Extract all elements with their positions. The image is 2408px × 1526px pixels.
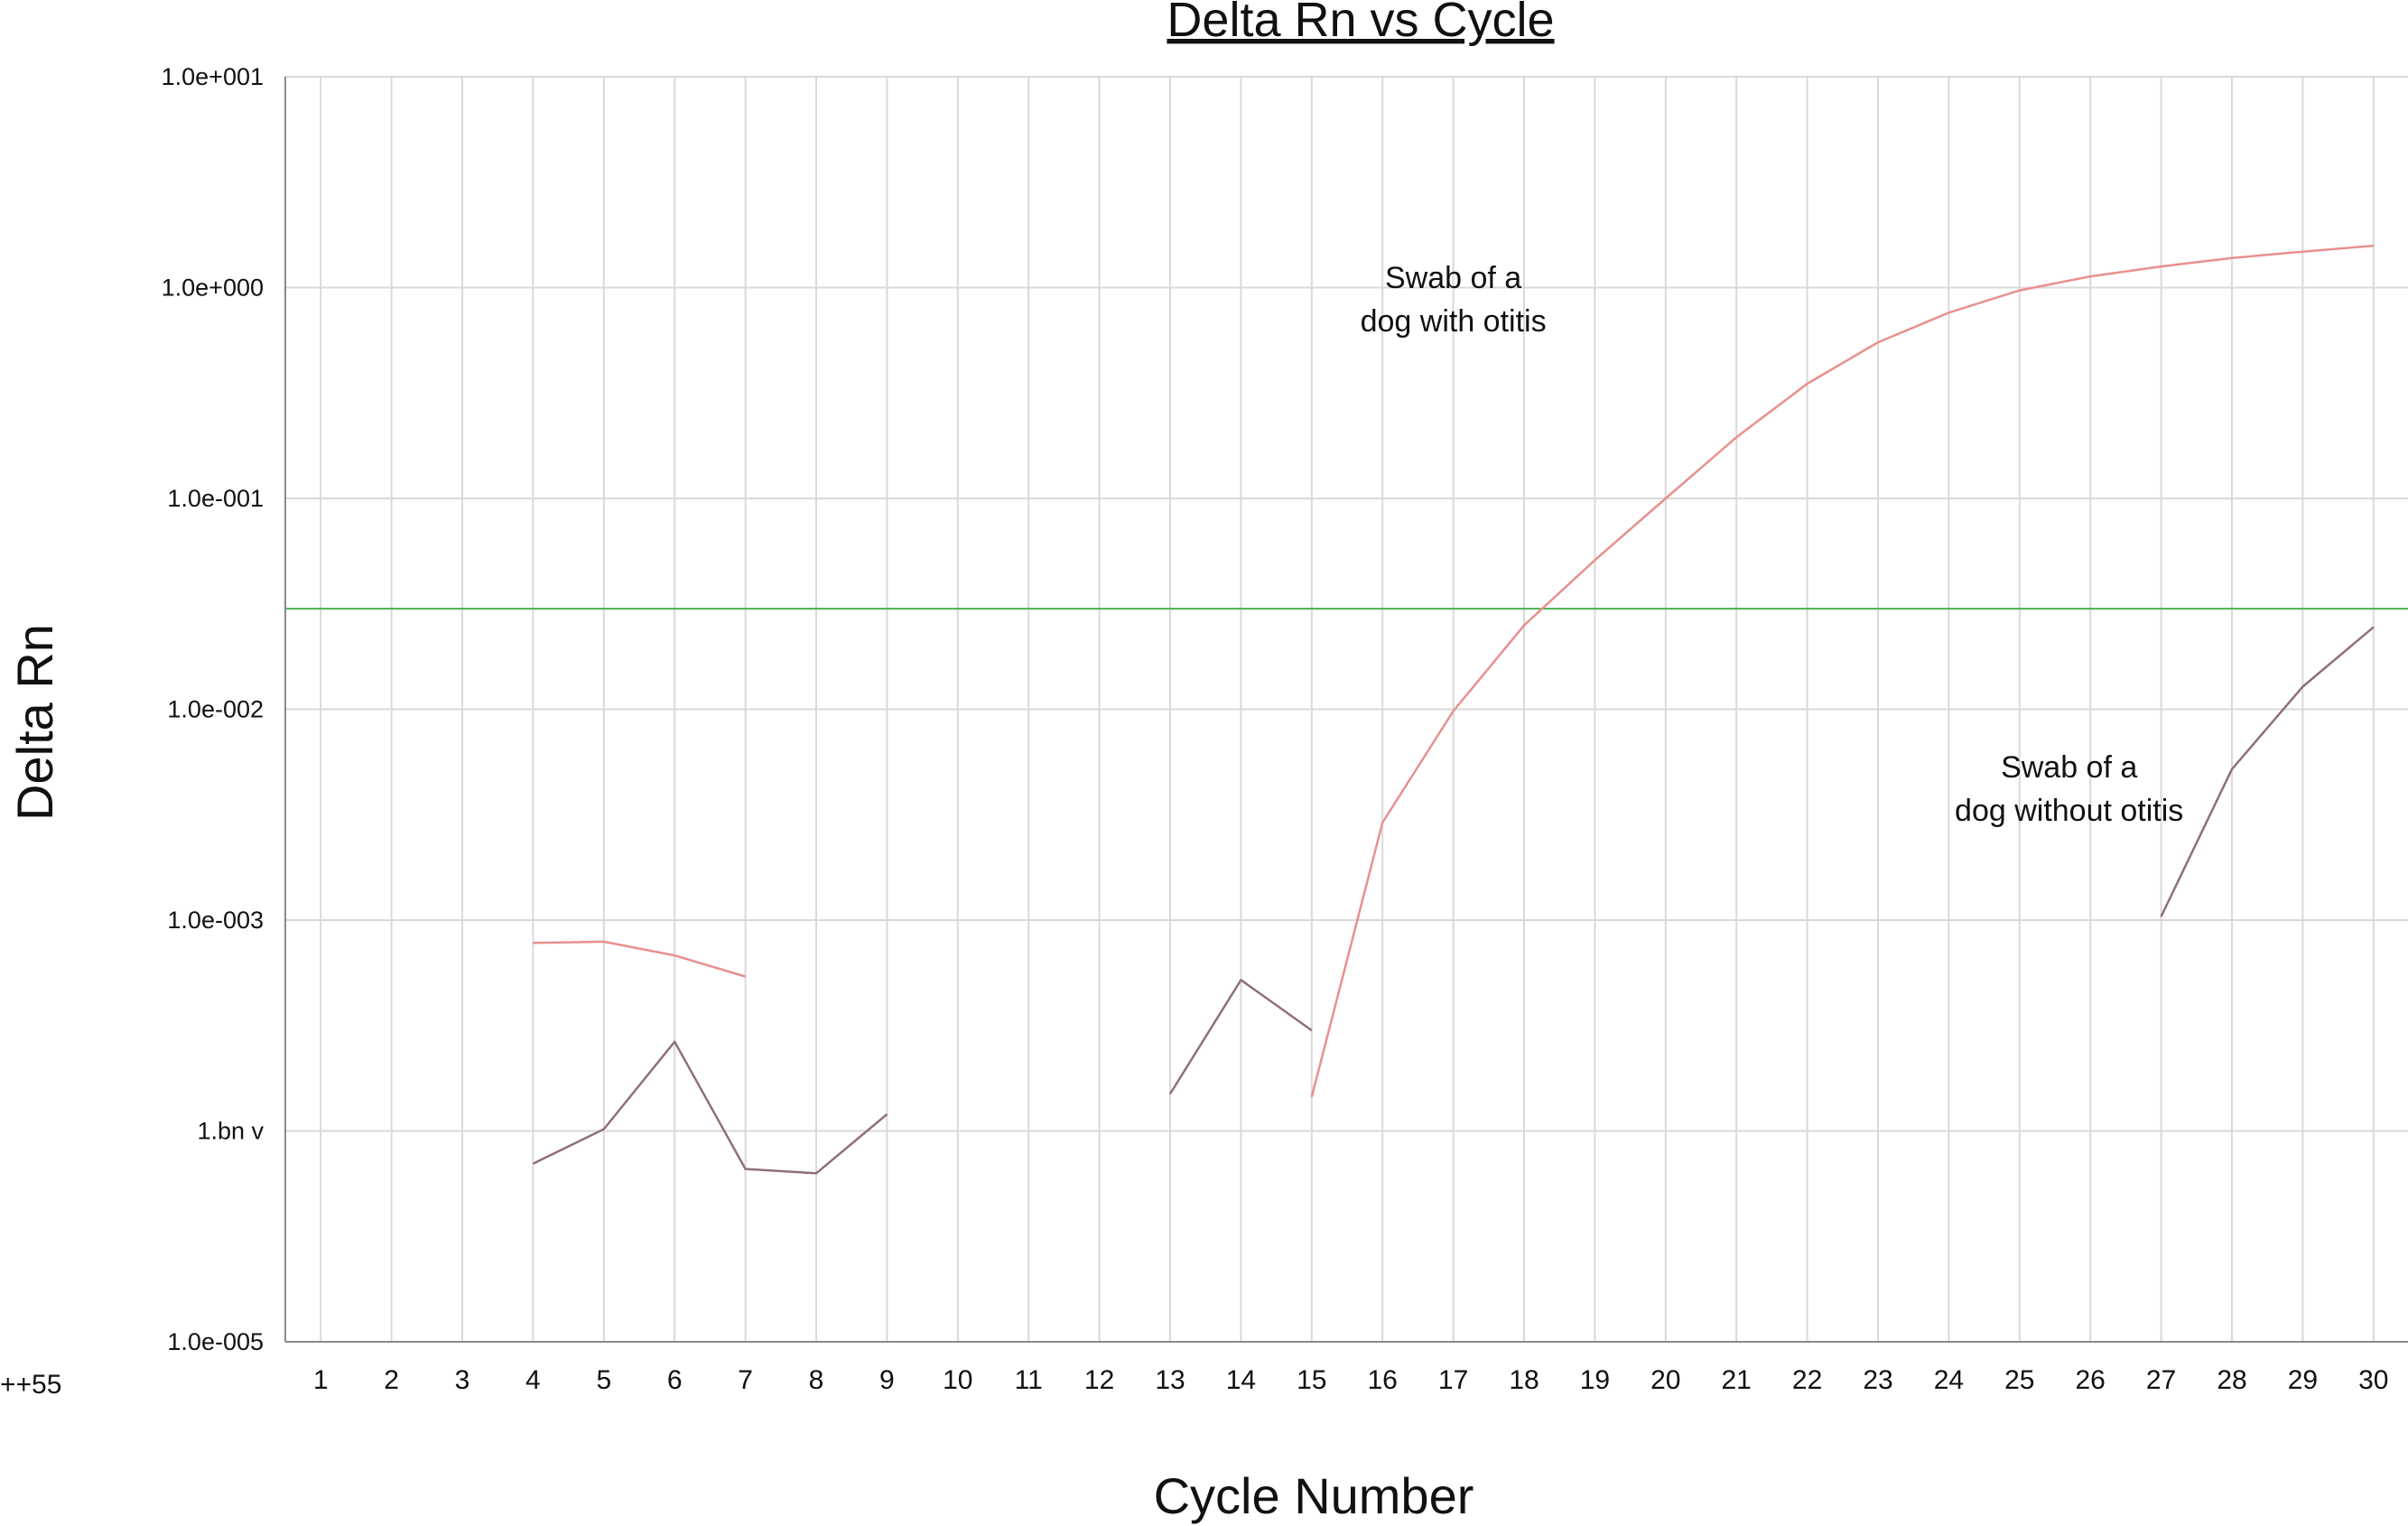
- grid: [285, 76, 2408, 1343]
- y-tick-label: 1.0e+001: [162, 63, 264, 90]
- y-tick-labels: 1.0e+001 1.0e+000 1.0e-001 1.0e-002 1.0e-003…: [162, 63, 265, 1355]
- x-tick-label: 12: [1084, 1365, 1114, 1395]
- data-point: [1948, 312, 1949, 313]
- series-2-segment-1: [532, 1040, 888, 1175]
- x-tick-label: 17: [1438, 1365, 1468, 1395]
- y-tick-label: 1.0e-005: [167, 1328, 264, 1355]
- y-tick-label: 1.0e-001: [167, 485, 264, 512]
- y-tick-label: 1.0e-003: [167, 907, 264, 934]
- data-point: [603, 1128, 605, 1130]
- x-tick-label: 23: [1863, 1365, 1892, 1395]
- x-tick-labels: 1 2 3 4 5 6 7 8 9 10 11 12 13 14 15 16 17 18 19 20 21 22 23 24 2…: [313, 1365, 2389, 1395]
- x-tick-label: 22: [1792, 1365, 1822, 1395]
- data-point: [674, 954, 675, 956]
- y-tick-label: 1.bn v: [197, 1118, 264, 1145]
- y-tick-label: 1.0e+000: [162, 274, 264, 302]
- data-point: [2231, 768, 2233, 770]
- annotation-1: Swab of a dog with otitis: [1361, 261, 1547, 339]
- data-point: [745, 1168, 747, 1170]
- x-tick-label: 3: [455, 1365, 470, 1395]
- series-2-segment-3: [2160, 626, 2375, 917]
- x-tick-label: 19: [1580, 1365, 1610, 1395]
- axes: [284, 77, 2408, 1343]
- annotation-line: dog without otitis: [1955, 794, 2183, 828]
- chart-title: Delta Rn vs Cycle: [1167, 0, 1554, 47]
- x-tick-label: 11: [1015, 1365, 1043, 1395]
- data-point: [532, 942, 534, 944]
- data-point: [745, 975, 747, 977]
- x-tick-label: 18: [1509, 1365, 1539, 1395]
- data-point: [2301, 251, 2303, 253]
- data-point: [815, 1172, 817, 1174]
- x-tick-label: 1: [313, 1365, 329, 1395]
- x-tick-label: 14: [1226, 1365, 1256, 1395]
- annotation-line: dog with otitis: [1361, 304, 1547, 339]
- x-tick-label: 29: [2288, 1365, 2318, 1395]
- data-point: [1807, 383, 1808, 385]
- stray-label: ++55: [0, 1370, 61, 1400]
- data-point: [2161, 265, 2162, 267]
- x-axis-title: Cycle Number: [1154, 1467, 1474, 1524]
- data-point: [1169, 1093, 1171, 1094]
- x-tick-label: 21: [1722, 1365, 1752, 1395]
- x-tick-label: 16: [1368, 1365, 1398, 1395]
- x-tick-label: 9: [879, 1365, 895, 1395]
- data-point: [1523, 625, 1525, 627]
- series-1-segment-2: [1310, 244, 2374, 1098]
- x-tick-label: 8: [809, 1365, 824, 1395]
- data-point: [2089, 275, 2091, 277]
- x-tick-label: 10: [943, 1365, 972, 1395]
- x-tick-label: 5: [596, 1365, 611, 1395]
- x-tick-label: 4: [525, 1365, 541, 1395]
- data-point: [1665, 498, 1667, 499]
- x-tick-label: 15: [1297, 1365, 1326, 1395]
- data-point: [2231, 257, 2233, 259]
- annotations: Swab of a dog with otitis Swab of a dog wit…: [1361, 261, 2184, 828]
- series-1-segment-1: [533, 940, 746, 978]
- x-tick-label: 2: [384, 1365, 399, 1395]
- data-point: [603, 941, 605, 943]
- data-point: [532, 1163, 534, 1165]
- data-point: [1311, 1029, 1313, 1031]
- data-point: [1453, 711, 1455, 712]
- data-point: [1877, 341, 1879, 343]
- x-tick-label: 6: [667, 1365, 683, 1395]
- series-layer: [532, 244, 2375, 1175]
- y-tick-label: 1.0e-002: [167, 696, 264, 723]
- data-point: [886, 1113, 888, 1115]
- x-tick-label: 28: [2217, 1365, 2246, 1395]
- x-tick-label: 26: [2076, 1365, 2106, 1395]
- x-tick-label: 30: [2358, 1365, 2388, 1395]
- data-point: [2301, 685, 2303, 687]
- y-axis-title: Delta Rn: [6, 624, 63, 821]
- data-point: [2373, 627, 2375, 628]
- annotation-2: Swab of a dog without otitis: [1955, 750, 2183, 828]
- annotation-line: Swab of a: [1385, 261, 1521, 295]
- x-tick-label: 13: [1155, 1365, 1185, 1395]
- annotation-line: Swab of a: [2001, 750, 2137, 785]
- data-point: [2373, 245, 2375, 247]
- data-point: [1735, 436, 1737, 438]
- x-tick-label: 27: [2146, 1365, 2176, 1395]
- x-tick-label: 20: [1650, 1365, 1680, 1395]
- data-point: [1594, 559, 1595, 561]
- data-point: [674, 1041, 675, 1043]
- x-tick-label: 25: [2004, 1365, 2034, 1395]
- data-point: [1311, 1096, 1313, 1098]
- data-point: [2019, 290, 2021, 292]
- x-tick-label: 7: [738, 1365, 753, 1395]
- x-tick-label: 24: [1934, 1365, 1964, 1395]
